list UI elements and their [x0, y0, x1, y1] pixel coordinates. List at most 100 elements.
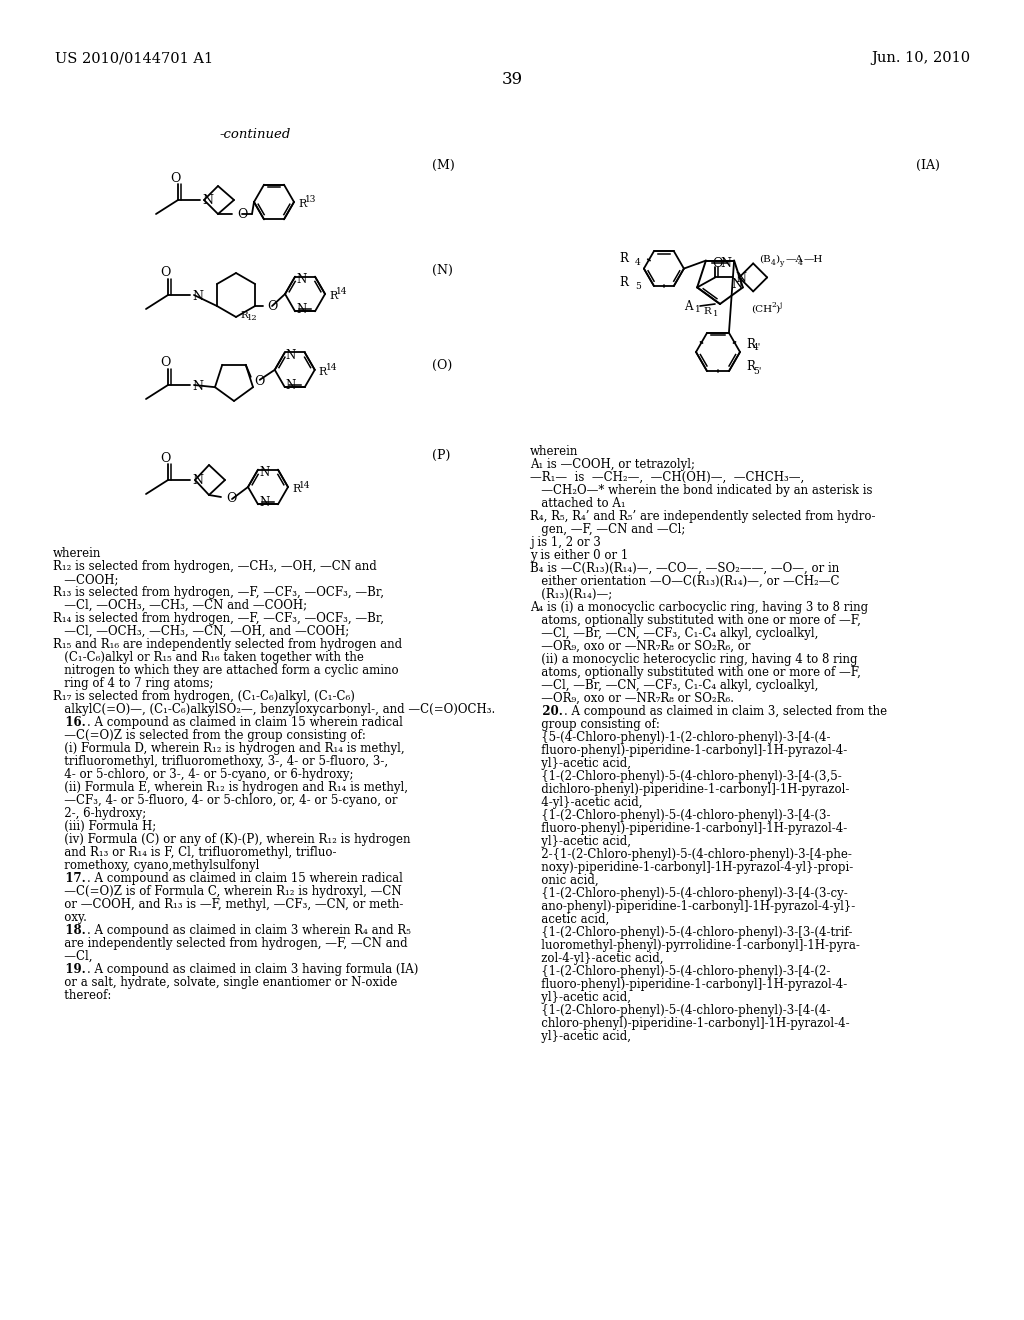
Text: —CF₃, 4- or 5-fluoro, 4- or 5-chloro, or, 4- or 5-cyano, or: —CF₃, 4- or 5-fluoro, 4- or 5-chloro, or… — [53, 795, 397, 807]
Text: R: R — [620, 252, 628, 265]
Text: (O): (O) — [432, 359, 453, 371]
Text: —Cl, —OCH₃, —CH₃, —CN and —COOH;: —Cl, —OCH₃, —CH₃, —CN and —COOH; — [53, 599, 307, 612]
Text: yl}-acetic acid,: yl}-acetic acid, — [530, 836, 631, 847]
Text: R₁₇ is selected from hydrogen, (C₁-C₆)alkyl, (C₁-C₆): R₁₇ is selected from hydrogen, (C₁-C₆)al… — [53, 690, 355, 704]
Text: R: R — [746, 360, 755, 374]
Text: N: N — [193, 380, 203, 392]
Text: 14: 14 — [336, 288, 347, 297]
Text: N: N — [731, 279, 742, 290]
Text: N: N — [735, 272, 746, 285]
Text: (C₁-C₆)alkyl or R₁₅ and R₁₆ taken together with the: (C₁-C₆)alkyl or R₁₅ and R₁₆ taken togeth… — [53, 651, 364, 664]
Text: O: O — [160, 267, 170, 280]
Text: 13: 13 — [305, 195, 316, 205]
Text: (ii) a monocyclic heterocyclic ring, having 4 to 8 ring: (ii) a monocyclic heterocyclic ring, hav… — [530, 653, 857, 667]
Text: . A compound as claimed in claim 3, selected from the: . A compound as claimed in claim 3, sele… — [564, 705, 888, 718]
Text: j is 1, 2 or 3: j is 1, 2 or 3 — [530, 536, 601, 549]
Text: R₁₄ is selected from hydrogen, —F, —CF₃, —OCF₃, —Br,: R₁₄ is selected from hydrogen, —F, —CF₃,… — [53, 612, 384, 624]
Text: R: R — [703, 308, 711, 317]
Text: O: O — [160, 451, 170, 465]
Text: (ii) Formula E, wherein R₁₂ is hydrogen and R₁₄ is methyl,: (ii) Formula E, wherein R₁₂ is hydrogen … — [53, 781, 408, 795]
Text: ano-phenyl)-piperidine-1-carbonyl]-1H-pyrazol-4-yl}-: ano-phenyl)-piperidine-1-carbonyl]-1H-py… — [530, 900, 855, 913]
Text: R: R — [298, 199, 306, 209]
Text: {1-(2-Chloro-phenyl)-5-(4-chloro-phenyl)-3-[4-(4-: {1-(2-Chloro-phenyl)-5-(4-chloro-phenyl)… — [530, 1005, 830, 1016]
Text: 2-{1-(2-Chloro-phenyl)-5-(4-chloro-phenyl)-3-[4-phe-: 2-{1-(2-Chloro-phenyl)-5-(4-chloro-pheny… — [530, 847, 852, 861]
Text: O: O — [160, 356, 170, 370]
Text: thereof:: thereof: — [53, 989, 112, 1002]
Text: R: R — [240, 310, 248, 319]
Text: 4-yl}-acetic acid,: 4-yl}-acetic acid, — [530, 796, 642, 809]
Text: O: O — [237, 209, 248, 222]
Text: —COOH;: —COOH; — [53, 573, 119, 586]
Text: yl}-acetic acid,: yl}-acetic acid, — [530, 1030, 631, 1043]
Text: noxy)-piperidine-1-carbonyl]-1H-pyrazol-4-yl}-propi-: noxy)-piperidine-1-carbonyl]-1H-pyrazol-… — [530, 861, 853, 874]
Text: R₄, R₅, R₄’ and R₅’ are independently selected from hydro-: R₄, R₅, R₄’ and R₅’ are independently se… — [530, 510, 876, 523]
Text: —C(=O)Z is selected from the group consisting of:: —C(=O)Z is selected from the group consi… — [53, 729, 366, 742]
Text: O: O — [254, 375, 264, 388]
Text: -continued: -continued — [219, 128, 291, 141]
Text: romethoxy, cyano,methylsulfonyl: romethoxy, cyano,methylsulfonyl — [53, 859, 259, 873]
Text: N: N — [259, 466, 269, 479]
Text: y: y — [779, 260, 783, 268]
Text: onic acid,: onic acid, — [530, 874, 599, 887]
Text: fluoro-phenyl)-piperidine-1-carbonyl]-1H-pyrazol-4-: fluoro-phenyl)-piperidine-1-carbonyl]-1H… — [530, 978, 847, 991]
Text: dichloro-phenyl)-piperidine-1-carbonyl]-1H-pyrazol-: dichloro-phenyl)-piperidine-1-carbonyl]-… — [530, 783, 849, 796]
Text: O: O — [267, 301, 278, 314]
Text: {1-(2-Chloro-phenyl)-5-(4-chloro-phenyl)-3-[4-(3-: {1-(2-Chloro-phenyl)-5-(4-chloro-phenyl)… — [530, 809, 830, 822]
Text: 12: 12 — [247, 314, 258, 322]
Text: R: R — [746, 338, 755, 351]
Text: wherein: wherein — [53, 546, 101, 560]
Text: are independently selected from hydrogen, —F, —CN and: are independently selected from hydrogen… — [53, 937, 408, 950]
Text: —H: —H — [803, 255, 822, 264]
Text: —Cl, —Br, —CN, —CF₃, C₁-C₄ alkyl, cycloalkyl,: —Cl, —Br, —CN, —CF₃, C₁-C₄ alkyl, cycloa… — [530, 678, 818, 692]
Text: (N): (N) — [432, 264, 453, 276]
Text: {1-(2-Chloro-phenyl)-5-(4-chloro-phenyl)-3-[4-(2-: {1-(2-Chloro-phenyl)-5-(4-chloro-phenyl)… — [530, 965, 830, 978]
Text: R: R — [620, 276, 628, 289]
Text: R: R — [292, 484, 300, 494]
Text: atoms, optionally substituted with one or more of —F,: atoms, optionally substituted with one o… — [530, 667, 861, 678]
Text: attached to A₁: attached to A₁ — [530, 498, 626, 510]
Text: —OR₉, oxo or —NR₇R₈ or SO₂R₆.: —OR₉, oxo or —NR₇R₈ or SO₂R₆. — [530, 692, 734, 705]
Text: 4': 4' — [753, 343, 761, 352]
Text: R: R — [329, 290, 337, 301]
Text: or —COOH, and R₁₃ is —F, methyl, —CF₃, —CN, or meth-: or —COOH, and R₁₃ is —F, methyl, —CF₃, —… — [53, 898, 403, 911]
Text: {1-(2-Chloro-phenyl)-5-(4-chloro-phenyl)-3-[3-(4-trif-: {1-(2-Chloro-phenyl)-5-(4-chloro-phenyl)… — [530, 927, 852, 939]
Text: fluoro-phenyl)-piperidine-1-carbonyl]-1H-pyrazol-4-: fluoro-phenyl)-piperidine-1-carbonyl]-1H… — [530, 822, 847, 836]
Text: {1-(2-Chloro-phenyl)-5-(4-chloro-phenyl)-3-[4-(3,5-: {1-(2-Chloro-phenyl)-5-(4-chloro-phenyl)… — [530, 770, 842, 783]
Text: —C(=O)Z is of Formula C, wherein R₁₂ is hydroxyl, —CN: —C(=O)Z is of Formula C, wherein R₁₂ is … — [53, 884, 401, 898]
Text: —R₁—  is  —CH₂—,  —CH(OH)—,  —CHCH₃—,: —R₁— is —CH₂—, —CH(OH)—, —CHCH₃—, — [530, 471, 804, 484]
Text: acetic acid,: acetic acid, — [530, 913, 609, 927]
Text: . A compound as claimed in claim 3 wherein R₄ and R₅: . A compound as claimed in claim 3 where… — [87, 924, 412, 937]
Text: 16.: 16. — [53, 715, 86, 729]
Text: N: N — [296, 273, 306, 286]
Text: . A compound as claimed in claim 15 wherein radical: . A compound as claimed in claim 15 wher… — [87, 873, 403, 884]
Text: (IA): (IA) — [916, 158, 940, 172]
Text: {1-(2-Chloro-phenyl)-5-(4-chloro-phenyl)-3-[4-(3-cy-: {1-(2-Chloro-phenyl)-5-(4-chloro-phenyl)… — [530, 887, 848, 900]
Text: O: O — [170, 172, 180, 185]
Text: or a salt, hydrate, solvate, single enantiomer or N-oxide: or a salt, hydrate, solvate, single enan… — [53, 975, 397, 989]
Text: j: j — [780, 301, 782, 309]
Text: 1: 1 — [695, 305, 700, 314]
Text: O: O — [712, 257, 722, 269]
Text: —Cl, —Br, —CN, —CF₃, C₁-C₄ alkyl, cycloalkyl,: —Cl, —Br, —CN, —CF₃, C₁-C₄ alkyl, cycloa… — [530, 627, 818, 640]
Text: chloro-phenyl)-piperidine-1-carbonyl]-1H-pyrazol-4-: chloro-phenyl)-piperidine-1-carbonyl]-1H… — [530, 1016, 850, 1030]
Text: N: N — [296, 302, 306, 315]
Text: {5-(4-Chloro-phenyl)-1-(2-chloro-phenyl)-3-[4-(4-: {5-(4-Chloro-phenyl)-1-(2-chloro-phenyl)… — [530, 731, 830, 744]
Text: (iii) Formula H;: (iii) Formula H; — [53, 820, 157, 833]
Text: 4: 4 — [635, 259, 641, 267]
Text: N: N — [286, 348, 296, 362]
Text: N: N — [202, 194, 213, 207]
Text: (B: (B — [759, 255, 771, 264]
Text: . A compound as claimed in claim 3 having formula (IA): . A compound as claimed in claim 3 havin… — [87, 964, 419, 975]
Text: 4: 4 — [771, 260, 776, 268]
Text: ): ) — [775, 255, 779, 264]
Text: either orientation —O—C(R₁₃)(R₁₄)—, or —CH₂—C: either orientation —O—C(R₁₃)(R₁₄)—, or —… — [530, 576, 840, 587]
Text: atoms, optionally substituted with one or more of —F,: atoms, optionally substituted with one o… — [530, 614, 861, 627]
Text: yl}-acetic acid,: yl}-acetic acid, — [530, 756, 631, 770]
Text: 19.: 19. — [53, 964, 86, 975]
Text: luoromethyl-phenyl)-pyrrolidine-1-carbonyl]-1H-pyra-: luoromethyl-phenyl)-pyrrolidine-1-carbon… — [530, 939, 860, 952]
Text: ): ) — [775, 305, 779, 314]
Text: N: N — [193, 289, 203, 302]
Text: (M): (M) — [432, 158, 455, 172]
Text: trifluoromethyl, trifluoromethoxy, 3-, 4- or 5-fluoro, 3-,: trifluoromethyl, trifluoromethoxy, 3-, 4… — [53, 755, 388, 768]
Text: 1: 1 — [713, 310, 719, 318]
